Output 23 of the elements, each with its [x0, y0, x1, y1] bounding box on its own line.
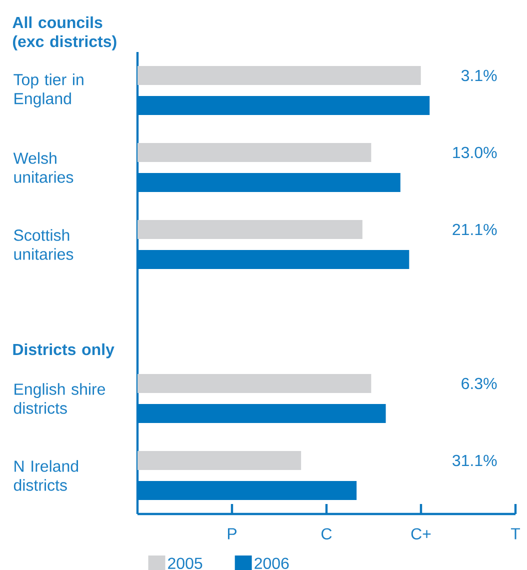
bar — [137, 220, 362, 240]
text: 6.3% — [462, 378, 497, 390]
y-tick-label: Scottish unitaries — [14, 229, 74, 260]
text: T — [510, 528, 520, 540]
text: 31.1% — [452, 454, 497, 466]
text: 21.1% — [452, 224, 497, 236]
bar — [137, 66, 421, 86]
text: C+ — [411, 528, 431, 540]
text: C — [322, 528, 332, 540]
text: 13.0% — [453, 146, 497, 158]
y-tick-label: N Ireland districts — [14, 460, 78, 491]
text: 3.1% — [461, 70, 497, 82]
y-tick-label: Top tier in England — [14, 74, 84, 108]
bar — [137, 451, 302, 470]
y-tick-label: Welsh unitaries — [13, 152, 74, 183]
bar — [137, 374, 372, 394]
legend-label: 2005 — [168, 558, 202, 570]
legend-label: 2006 — [254, 558, 289, 570]
text: Districts only — [13, 343, 114, 358]
text: P — [228, 528, 236, 540]
y-tick-label: English shire districts — [14, 383, 106, 414]
bar — [137, 143, 372, 162]
text: All councils (exc districts) — [12, 16, 116, 50]
